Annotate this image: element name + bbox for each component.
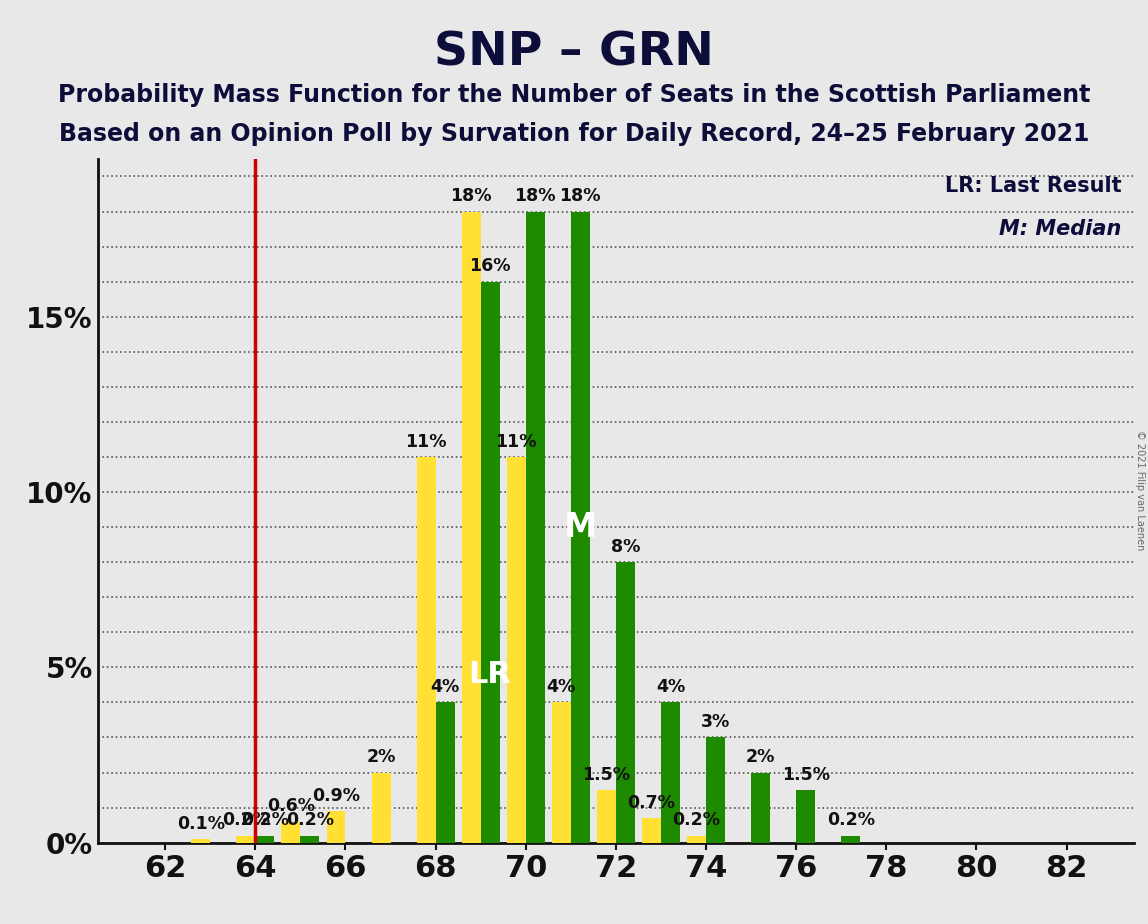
- Bar: [281, 821, 301, 843]
- Bar: [552, 702, 571, 843]
- Text: Based on an Opinion Poll by Survation for Daily Record, 24–25 February 2021: Based on an Opinion Poll by Survation fo…: [59, 122, 1089, 146]
- Bar: [236, 835, 255, 843]
- Bar: [417, 457, 435, 843]
- Text: 8%: 8%: [611, 538, 641, 556]
- Text: 0.6%: 0.6%: [267, 797, 315, 815]
- Bar: [841, 835, 860, 843]
- Text: M: Median: M: Median: [1000, 219, 1122, 239]
- Bar: [597, 790, 615, 843]
- Text: 1.5%: 1.5%: [782, 766, 830, 784]
- Bar: [688, 835, 706, 843]
- Bar: [255, 835, 274, 843]
- Text: 0.2%: 0.2%: [222, 811, 270, 830]
- Text: 0.2%: 0.2%: [286, 811, 334, 830]
- Bar: [526, 212, 544, 843]
- Text: 4%: 4%: [656, 678, 685, 696]
- Text: 0.7%: 0.7%: [628, 794, 675, 812]
- Text: LR: LR: [468, 660, 512, 689]
- Text: 3%: 3%: [701, 713, 730, 731]
- Bar: [706, 737, 726, 843]
- Text: 2%: 2%: [366, 748, 396, 766]
- Bar: [661, 702, 680, 843]
- Text: 18%: 18%: [514, 188, 556, 205]
- Text: 18%: 18%: [559, 188, 602, 205]
- Bar: [797, 790, 815, 843]
- Text: M: M: [564, 511, 597, 543]
- Bar: [461, 212, 481, 843]
- Text: Probability Mass Function for the Number of Seats in the Scottish Parliament: Probability Mass Function for the Number…: [57, 83, 1091, 107]
- Text: 0.2%: 0.2%: [827, 811, 875, 830]
- Bar: [571, 212, 590, 843]
- Text: 2%: 2%: [746, 748, 775, 766]
- Text: 4%: 4%: [546, 678, 576, 696]
- Text: 4%: 4%: [430, 678, 459, 696]
- Bar: [192, 839, 210, 843]
- Text: 1.5%: 1.5%: [582, 766, 630, 784]
- Bar: [435, 702, 455, 843]
- Text: SNP – GRN: SNP – GRN: [434, 30, 714, 76]
- Text: 0.2%: 0.2%: [241, 811, 289, 830]
- Text: 0.9%: 0.9%: [312, 787, 360, 805]
- Bar: [751, 772, 770, 843]
- Bar: [301, 835, 319, 843]
- Text: © 2021 Filip van Laenen: © 2021 Filip van Laenen: [1135, 430, 1145, 550]
- Bar: [642, 818, 661, 843]
- Text: 0.1%: 0.1%: [177, 815, 225, 833]
- Bar: [481, 282, 499, 843]
- Text: 0.2%: 0.2%: [673, 811, 721, 830]
- Text: 16%: 16%: [470, 258, 511, 275]
- Text: 18%: 18%: [450, 188, 492, 205]
- Text: 11%: 11%: [496, 432, 537, 451]
- Text: LR: Last Result: LR: Last Result: [945, 176, 1122, 196]
- Bar: [615, 562, 635, 843]
- Text: 11%: 11%: [405, 432, 447, 451]
- Bar: [506, 457, 526, 843]
- Bar: [372, 772, 390, 843]
- Bar: [326, 811, 346, 843]
